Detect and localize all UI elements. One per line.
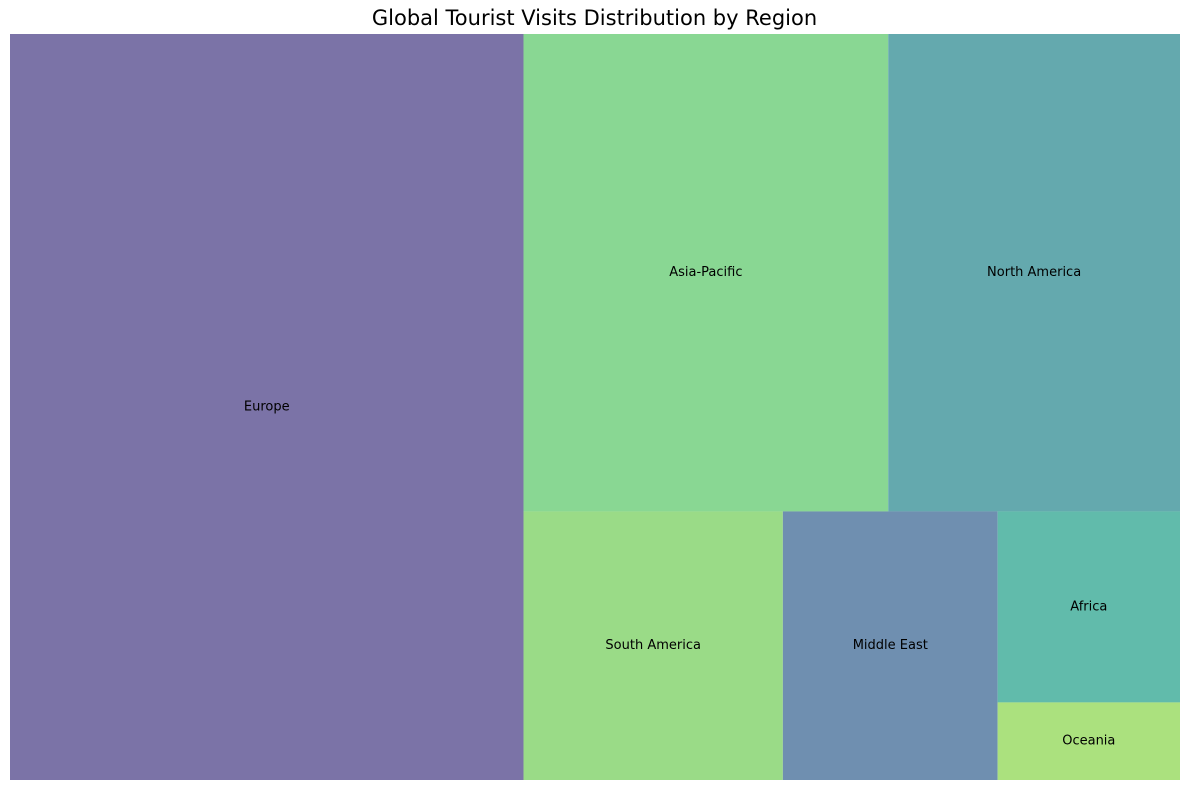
treemap-rect-south-america <box>523 511 783 780</box>
treemap-rect-oceania <box>997 702 1180 780</box>
treemap-cell-middle-east: Middle East <box>782 511 998 780</box>
treemap-cell-africa: Africa <box>997 511 1180 703</box>
treemap-cell-south-america: South America <box>523 511 783 780</box>
chart-title: Global Tourist Visits Distribution by Re… <box>371 6 818 30</box>
treemap-label-africa: Africa <box>1070 599 1107 614</box>
treemap-rect-north-america <box>888 34 1180 512</box>
treemap-rect-europe <box>10 34 524 780</box>
treemap-label-oceania: Oceania <box>1062 734 1115 749</box>
treemap-rect-asia-pacific <box>523 34 889 512</box>
treemap-cell-north-america: North America <box>888 34 1180 512</box>
treemap-label-middle-east: Middle East <box>853 638 928 653</box>
treemap-label-europe: Europe <box>244 400 290 415</box>
treemap-cell-europe: Europe <box>10 34 524 780</box>
treemap-label-south-america: South America <box>605 638 701 653</box>
treemap-label-asia-pacific: Asia-Pacific <box>669 265 742 280</box>
treemap-cell-asia-pacific: Asia-Pacific <box>523 34 889 512</box>
treemap-label-north-america: North America <box>987 265 1081 280</box>
treemap-rect-middle-east <box>782 511 998 780</box>
treemap-cell-oceania: Oceania <box>997 702 1180 780</box>
treemap-rect-africa <box>997 511 1180 703</box>
